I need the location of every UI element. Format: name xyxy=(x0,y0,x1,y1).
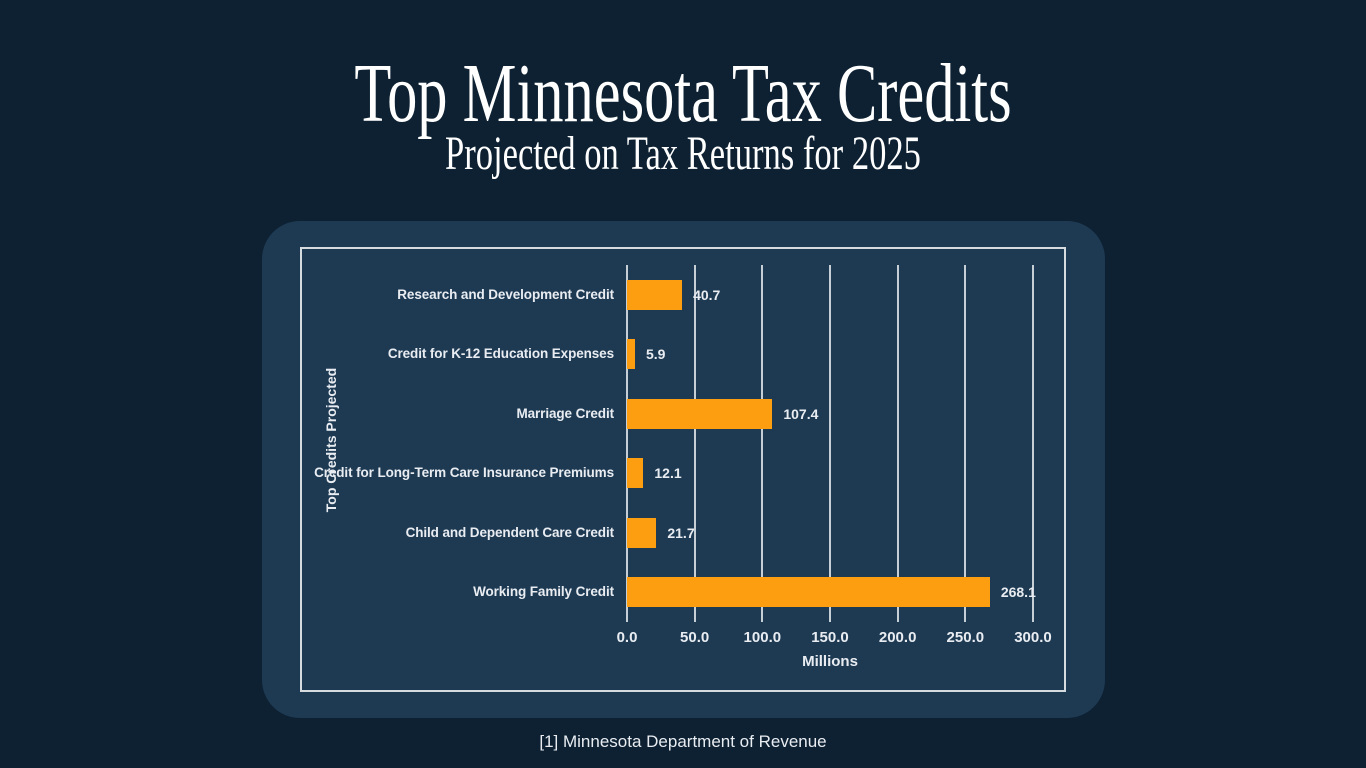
bar xyxy=(627,458,644,489)
category-label: Credit for K-12 Education Expenses xyxy=(387,346,614,362)
plot-area: Research and Development Credit 40.7 Credi… xyxy=(300,247,1066,692)
bar xyxy=(627,339,635,370)
value-label: 21.7 xyxy=(667,524,695,541)
x-tick-label: 200.0 xyxy=(878,629,917,646)
x-tick-label: 50.0 xyxy=(680,629,710,646)
category-label: Working Family Credit xyxy=(473,584,614,599)
chart-subtitle: Projected on Tax Returns for 2025 xyxy=(445,127,921,180)
axis-tick-mark xyxy=(829,610,831,622)
axis-tick-mark xyxy=(896,610,899,622)
y-axis-title: Top Credits Projected xyxy=(323,367,339,513)
x-tick-label: 150.0 xyxy=(811,629,849,646)
chart-title: Top Minnesota Tax Credits xyxy=(354,47,1012,140)
x-tick-label: 250.0 xyxy=(946,629,985,646)
x-tick-label: 0.0 xyxy=(616,629,638,646)
chart-card: Research and Development Credit 40.7 Credi… xyxy=(262,221,1105,718)
bar xyxy=(627,280,683,310)
source-note: [1] Minnesota Department of Revenue xyxy=(539,732,827,751)
value-label: 5.9 xyxy=(645,346,666,363)
axis-tick-mark xyxy=(626,610,628,622)
category-label: Credit for Long-Term Care Insurance Prem… xyxy=(314,465,614,481)
x-tick-label: 100.0 xyxy=(743,629,782,646)
x-tick-label: 300.0 xyxy=(1014,629,1052,646)
axis-tick-mark xyxy=(1032,610,1034,622)
gridline xyxy=(896,265,899,610)
value-label: 107.4 xyxy=(783,405,819,422)
gridline xyxy=(829,265,831,610)
gridline xyxy=(626,265,628,610)
value-label: 40.7 xyxy=(693,287,721,303)
gridline xyxy=(964,265,967,610)
bar xyxy=(627,398,773,429)
bar xyxy=(627,577,990,607)
gridline xyxy=(693,265,696,610)
bar xyxy=(627,517,657,548)
axis-tick-mark xyxy=(693,610,696,622)
gridline xyxy=(1032,265,1034,610)
x-axis-title: Millions xyxy=(802,653,858,670)
value-label: 12.1 xyxy=(654,465,682,482)
value-label: 268.1 xyxy=(1000,584,1036,600)
category-label: Marriage Credit xyxy=(516,405,614,421)
axis-tick-mark xyxy=(761,610,764,622)
category-label: Research and Development Credit xyxy=(397,287,614,302)
category-label: Child and Dependent Care Credit xyxy=(405,524,615,540)
axis-tick-mark xyxy=(964,610,967,622)
gridline xyxy=(761,265,764,610)
